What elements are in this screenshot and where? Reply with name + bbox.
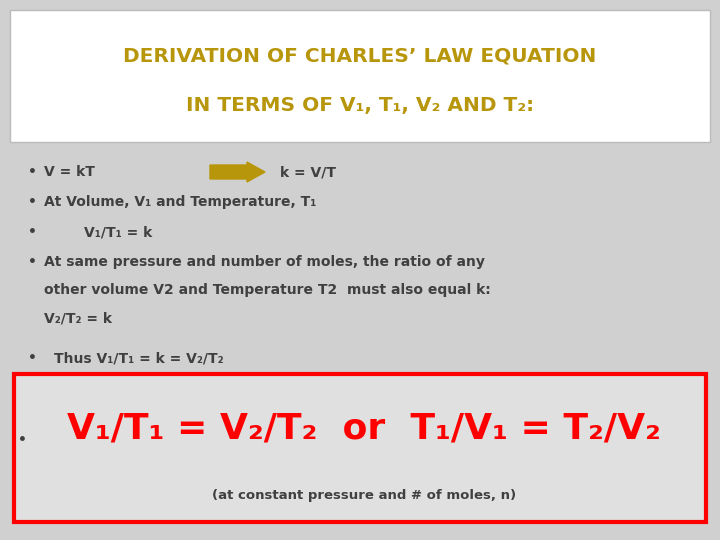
Text: •: • [28, 225, 37, 239]
Text: V = kT: V = kT [44, 165, 95, 179]
Text: •: • [28, 255, 37, 269]
Text: At Volume, V₁ and Temperature, T₁: At Volume, V₁ and Temperature, T₁ [44, 195, 316, 209]
FancyBboxPatch shape [10, 10, 710, 142]
Text: (at constant pressure and # of moles, n): (at constant pressure and # of moles, n) [212, 489, 516, 503]
Text: At same pressure and number of moles, the ratio of any: At same pressure and number of moles, th… [44, 255, 485, 269]
Text: V₁/T₁ = V₂/T₂  or  T₁/V₁ = T₂/V₂: V₁/T₁ = V₂/T₂ or T₁/V₁ = T₂/V₂ [67, 411, 661, 445]
Text: •: • [28, 351, 37, 365]
FancyBboxPatch shape [14, 374, 706, 522]
Text: •: • [18, 433, 27, 447]
FancyArrow shape [210, 162, 265, 182]
Text: IN TERMS OF V₁, T₁, V₂ AND T₂:: IN TERMS OF V₁, T₁, V₂ AND T₂: [186, 97, 534, 116]
Text: Thus V₁/T₁ = k = V₂/T₂: Thus V₁/T₁ = k = V₂/T₂ [54, 351, 224, 365]
Text: V₁/T₁ = k: V₁/T₁ = k [84, 225, 152, 239]
Text: DERIVATION OF CHARLES’ LAW EQUATION: DERIVATION OF CHARLES’ LAW EQUATION [123, 46, 597, 65]
Text: •: • [28, 165, 37, 179]
Text: other volume V2 and Temperature T2  must also equal k:: other volume V2 and Temperature T2 must … [44, 283, 491, 297]
Text: •: • [28, 195, 37, 209]
Text: V₂/T₂ = k: V₂/T₂ = k [44, 311, 112, 325]
Text: k = V/T: k = V/T [280, 165, 336, 179]
